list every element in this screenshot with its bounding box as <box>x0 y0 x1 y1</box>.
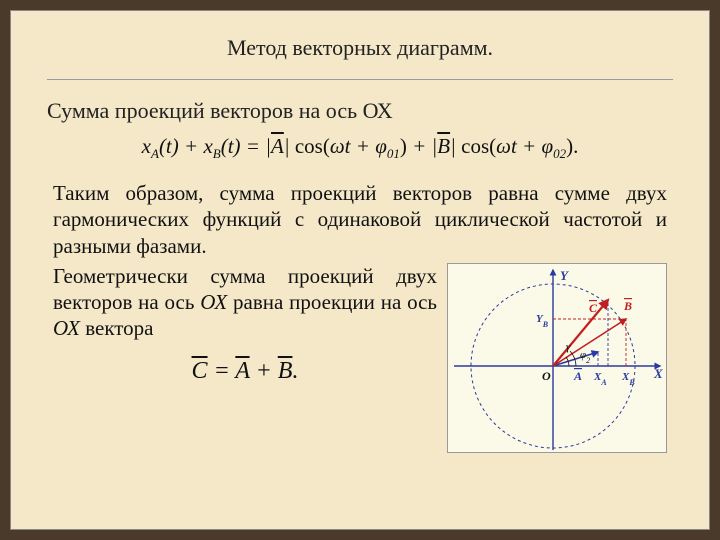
f1-cl1: ) <box>400 134 407 158</box>
svg-text:γ: γ <box>566 341 571 353</box>
svg-text:XA: XA <box>593 371 607 387</box>
p2-l2b: равна <box>227 290 283 314</box>
svg-text:XB: XB <box>621 371 635 387</box>
p2-ox2: ОХ <box>53 316 80 340</box>
slide-title: Метод векторных диаграмм. <box>47 35 673 61</box>
vector-diagram: X Y O A B C XA XB YB γ φ2 <box>447 263 667 453</box>
f1-plus1: + <box>179 134 204 158</box>
f1-cos1: cos( <box>290 134 330 158</box>
diagram-svg: X Y O A B C XA XB YB γ φ2 <box>448 264 668 454</box>
f2-plus: + <box>250 358 278 384</box>
f1-xa: x <box>142 134 151 158</box>
f1-om1: ωt + φ <box>330 134 387 158</box>
f1-t1: (t) <box>159 134 179 158</box>
f1-xb-sub: B <box>213 146 221 161</box>
paragraph-1: Таким образом, сумма проекций векторов р… <box>47 180 673 259</box>
f1-cos2: cos( <box>456 134 496 158</box>
f1-phi01: 01 <box>387 146 400 161</box>
paragraph-2: Геометрически сумма проекций двух вектор… <box>53 263 437 453</box>
f1-plus2: + <box>407 134 432 158</box>
formula-2: C = A + B. <box>192 358 299 384</box>
svg-text:O: O <box>542 369 551 383</box>
f2-A: A <box>235 358 249 384</box>
f2-dot: . <box>292 358 298 384</box>
f1-B: B <box>437 134 450 158</box>
p2-l3b: вектора <box>80 316 154 340</box>
f1-xa-sub: A <box>151 146 159 161</box>
svg-text:C: C <box>589 301 598 315</box>
svg-text:X: X <box>653 366 663 381</box>
f1-phi02: 02 <box>553 146 566 161</box>
f2-B: B <box>278 358 293 384</box>
svg-text:YB: YB <box>536 313 549 329</box>
f1-xb: x <box>203 134 212 158</box>
f1-cl2: ). <box>566 134 578 158</box>
svg-text:Y: Y <box>560 268 569 283</box>
f1-om2: ωt + φ <box>496 134 553 158</box>
section-heading: Сумма проекций векторов на ось ОХ <box>47 98 673 124</box>
row-2: Геометрически сумма проекций двух вектор… <box>47 263 673 453</box>
f1-t2: (t) <box>221 134 241 158</box>
p2-l1: Геометрически сумма проекций <box>53 264 374 288</box>
slide: Метод векторных диаграмм. Сумма проекций… <box>10 10 710 530</box>
svg-text:B: B <box>623 299 632 313</box>
f1-eq: = <box>241 134 266 158</box>
formula-1: xA(t) + xB(t) = |A| cos(ωt + φ01) + |B| … <box>142 134 579 162</box>
svg-text:φ2: φ2 <box>580 349 590 365</box>
formula-1-block: xA(t) + xB(t) = |A| cos(ωt + φ01) + |B| … <box>47 134 673 162</box>
f2-eq: = <box>208 358 236 384</box>
f1-A: A <box>271 134 284 158</box>
f2-C: C <box>192 358 208 384</box>
p2-ox1: ОХ <box>200 290 227 314</box>
divider <box>47 79 673 80</box>
p2-l3: проекции на ось <box>289 290 437 314</box>
svg-text:A: A <box>573 369 582 383</box>
